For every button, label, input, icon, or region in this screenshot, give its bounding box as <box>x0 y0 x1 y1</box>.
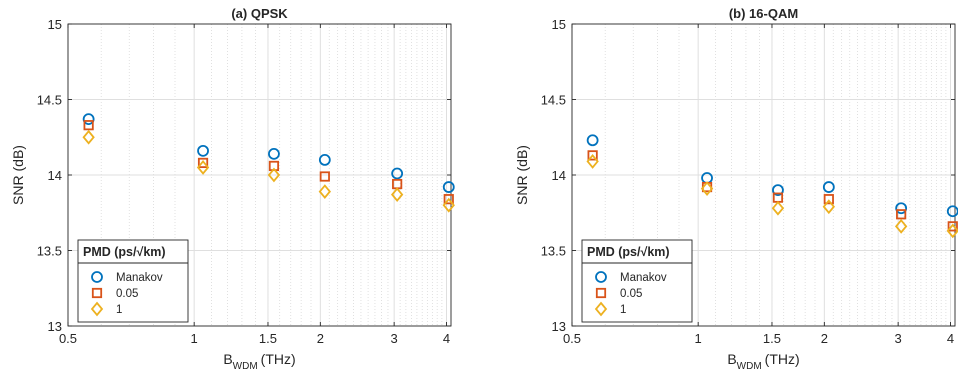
chart-title: (a) QPSK <box>231 6 288 21</box>
data-point <box>946 223 958 239</box>
x-tick-label: 4 <box>443 331 450 346</box>
x-tick-label: 0.5 <box>563 331 581 346</box>
x-tick-label: 1.5 <box>763 331 781 346</box>
legend-marker <box>90 301 104 317</box>
x-axis-label-unit: (THz) <box>765 351 800 367</box>
data-point <box>586 154 599 169</box>
data-point <box>895 202 908 215</box>
data-point <box>318 153 331 166</box>
data-point <box>896 209 907 220</box>
data-point <box>894 218 908 234</box>
y-tick-label: 13.5 <box>37 244 62 259</box>
data-point <box>822 181 835 193</box>
data-point <box>947 221 958 232</box>
legend-label: 1 <box>620 304 626 316</box>
legend-marker <box>595 271 607 283</box>
x-tick-label: 3 <box>895 331 902 346</box>
data-point <box>319 171 330 182</box>
data-point <box>82 113 95 126</box>
x-axis-label-sub: WDM <box>737 361 762 372</box>
legend-marker <box>594 301 608 317</box>
legend-marker <box>91 287 103 299</box>
legend-label: Manakov <box>620 272 667 284</box>
legend-label: 1 <box>116 304 122 316</box>
data-point <box>443 194 454 205</box>
x-tick-label: 1.5 <box>259 331 277 346</box>
x-tick-label: 4 <box>947 331 954 346</box>
data-point <box>391 167 404 180</box>
x-axis-label: BWDM (THz) <box>223 351 295 372</box>
legend-marker <box>595 287 607 299</box>
data-point <box>442 181 455 193</box>
y-axis-label: SNR (dB) <box>514 145 530 205</box>
data-point <box>197 157 209 169</box>
legend-title: PMD (ps/√km) <box>587 245 670 259</box>
data-point <box>771 200 785 216</box>
x-axis-label-main: B <box>223 351 232 367</box>
x-axis-label-unit: (THz) <box>261 351 296 367</box>
legend: PMD (ps/√km) Manakov 0.05 1 <box>77 239 189 323</box>
legend-marker <box>91 271 103 283</box>
y-tick-label: 14 <box>48 168 62 183</box>
x-tick-label: 1 <box>695 331 702 346</box>
y-tick-label: 13.5 <box>541 244 566 259</box>
x-axis-label: BWDM (THz) <box>727 351 799 372</box>
y-tick-label: 14 <box>552 168 566 183</box>
x-tick-label: 2 <box>317 331 324 346</box>
series-pmd-1 <box>586 154 958 239</box>
data-point <box>83 120 94 131</box>
series-manakov <box>586 134 958 218</box>
data-point <box>587 150 598 161</box>
y-axis-label: SNR (dB) <box>10 145 26 205</box>
data-point <box>772 184 784 197</box>
y-tick-label: 14.5 <box>37 93 62 108</box>
data-point <box>197 144 209 157</box>
data-point <box>700 181 714 196</box>
x-axis-label-sub: WDM <box>233 361 258 372</box>
chart-title: (b) 16-QAM <box>729 6 798 21</box>
legend-label: Manakov <box>116 272 163 284</box>
y-tick-label: 15 <box>48 17 62 32</box>
data-point <box>196 160 210 175</box>
data-point <box>442 197 455 213</box>
chart-panel-a: 0.5 1 1.5 2 3 4 13 13.5 14 14.5 15 (a) QPSK SNR (dB)… <box>10 6 455 372</box>
y-tick-label: 13 <box>552 319 566 334</box>
data-point <box>823 194 834 205</box>
series-pmd-1 <box>82 129 455 213</box>
x-tick-label: 1 <box>191 331 198 346</box>
x-tick-label: 0.5 <box>59 331 77 346</box>
data-point <box>268 147 280 160</box>
legend-title: PMD (ps/√km) <box>83 245 166 259</box>
series-manakov <box>82 113 455 193</box>
chart-panel-b: 0.5 1 1.5 2 3 4 13 13.5 14 14.5 15 (b) 16-QAM SNR (d… <box>514 6 958 372</box>
data-points <box>82 113 455 213</box>
data-point <box>267 167 281 183</box>
x-axis-label-main: B <box>727 351 736 367</box>
legend-label: 0.05 <box>620 288 642 300</box>
legend-box <box>581 239 693 323</box>
legend: PMD (ps/√km) Manakov 0.05 1 <box>581 239 693 323</box>
data-point <box>82 129 95 145</box>
x-tick-label: 3 <box>391 331 398 346</box>
y-tick-label: 13 <box>48 319 62 334</box>
data-point <box>318 184 332 200</box>
tick-labels: 0.5 1 1.5 2 3 4 13 13.5 14 14.5 15 <box>541 17 955 346</box>
y-tick-label: 15 <box>552 17 566 32</box>
x-tick-label: 2 <box>821 331 828 346</box>
tick-labels: 0.5 1 1.5 2 3 4 13 13.5 14 14.5 15 <box>37 17 451 346</box>
legend-box <box>77 239 189 323</box>
y-tick-label: 14.5 <box>541 93 566 108</box>
legend-label: 0.05 <box>116 288 138 300</box>
data-point <box>390 187 404 203</box>
data-point <box>586 134 599 147</box>
data-points <box>586 134 958 239</box>
data-point <box>822 199 836 215</box>
